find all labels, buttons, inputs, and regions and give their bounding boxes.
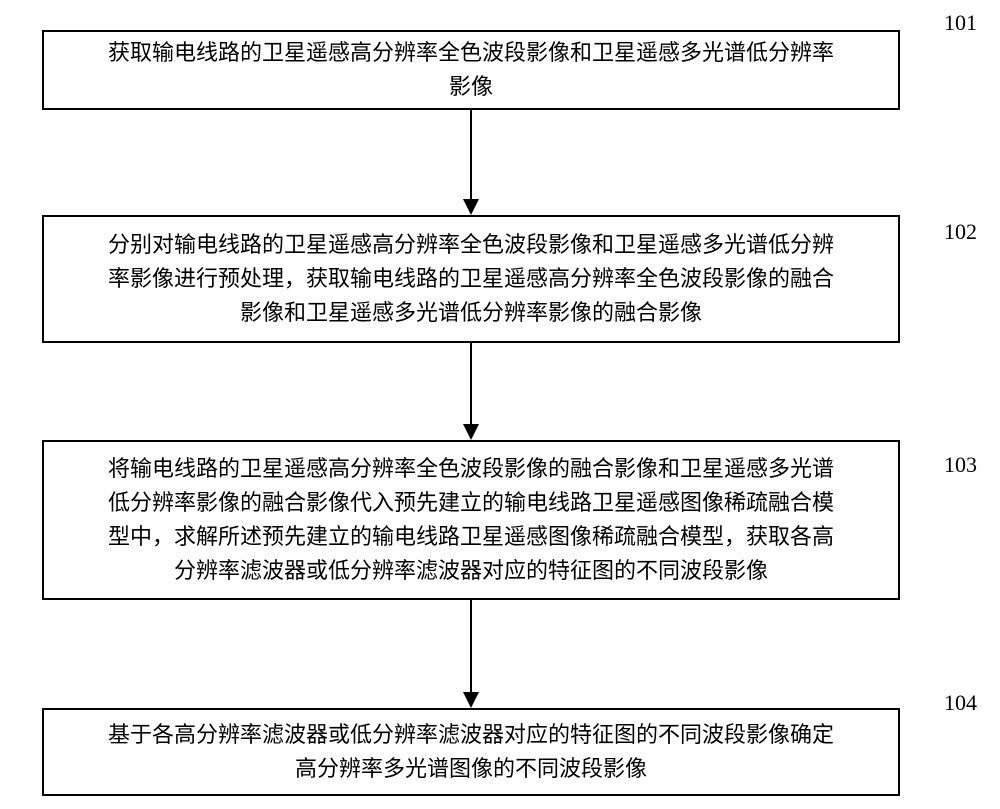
flow-step-101: 获取输电线路的卫星遥感高分辨率全色波段影像和卫星遥感多光谱低分辨率 影像 xyxy=(42,30,900,110)
flow-step-103: 将输电线路的卫星遥感高分辨率全色波段影像的融合影像和卫星遥感多光谱 低分辨率影像… xyxy=(42,440,900,600)
flow-step-label-102: 102 xyxy=(944,219,977,245)
flow-step-text: 获取输电线路的卫星遥感高分辨率全色波段影像和卫星遥感多光谱低分辨率 影像 xyxy=(108,36,834,104)
flow-step-label-103: 103 xyxy=(944,452,977,478)
flow-step-label-101: 101 xyxy=(944,10,977,36)
arrow-shaft xyxy=(470,343,472,424)
flow-step-102: 分别对输电线路的卫星遥感高分辨率全色波段影像和卫星遥感多光谱低分辨 率影像进行预… xyxy=(42,215,900,343)
flow-step-104: 基于各高分辨率滤波器或低分辨率滤波器对应的特征图的不同波段影像确定 高分辨率多光… xyxy=(42,708,900,796)
flowchart-canvas: 获取输电线路的卫星遥感高分辨率全色波段影像和卫星遥感多光谱低分辨率 影像 101… xyxy=(0,0,1000,809)
arrow-head-icon xyxy=(463,692,479,708)
flow-step-text: 基于各高分辨率滤波器或低分辨率滤波器对应的特征图的不同波段影像确定 高分辨率多光… xyxy=(108,718,834,786)
arrow-shaft xyxy=(470,110,472,199)
arrow-head-icon xyxy=(463,199,479,215)
arrow-shaft xyxy=(470,600,472,692)
arrow-head-icon xyxy=(463,424,479,440)
flow-step-text: 分别对输电线路的卫星遥感高分辨率全色波段影像和卫星遥感多光谱低分辨 率影像进行预… xyxy=(108,228,834,330)
flow-step-label-104: 104 xyxy=(944,690,977,716)
flow-step-text: 将输电线路的卫星遥感高分辨率全色波段影像的融合影像和卫星遥感多光谱 低分辨率影像… xyxy=(108,452,834,588)
